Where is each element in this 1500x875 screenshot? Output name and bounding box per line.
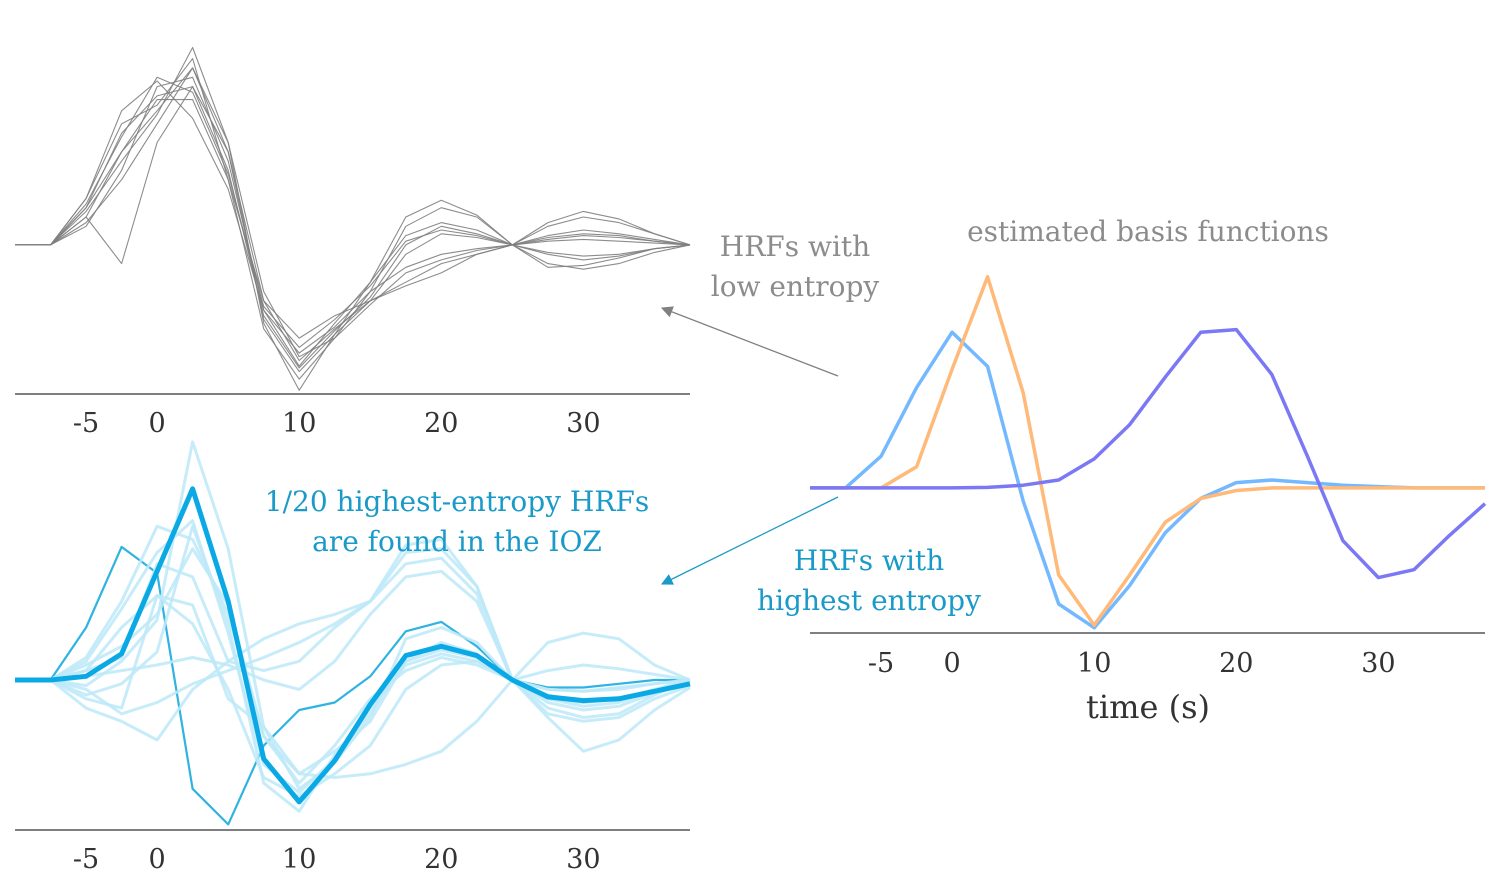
low-tick-label: 0 [149, 408, 166, 439]
basis-series-line-2 [810, 327, 1487, 580]
high-series-line-2 [15, 440, 691, 791]
high-series-line-11 [15, 569, 691, 719]
high-tick-label: 0 [149, 844, 166, 875]
basis-tick-label: 10 [1077, 648, 1111, 679]
high-series-line-0 [15, 486, 691, 805]
highest-entropy-label-line2: highest entropy [757, 584, 981, 617]
basis-functions-panel: -5 0 10 20 30 time (s) [810, 275, 1487, 726]
low-entropy-tick-labels: -5 0 10 20 30 [73, 408, 601, 439]
high-tick-label: 20 [424, 844, 458, 875]
basis-series-line-1 [810, 275, 1485, 627]
highest-entropy-tick-labels: -5 0 10 20 30 [73, 844, 601, 875]
high-tick-label: 30 [566, 844, 600, 875]
low-series-line-3 [15, 76, 691, 367]
highest-entropy-label-line1: HRFs with [794, 544, 944, 577]
basis-tick-label: 0 [944, 648, 961, 679]
low-series-line-7 [15, 86, 691, 369]
low-series-line-6 [15, 46, 691, 391]
ioz-label-line1: 1/20 highest-entropy HRFs [265, 485, 649, 518]
low-series-line-5 [15, 80, 691, 354]
basis-tick-labels: -5 0 10 20 30 [868, 648, 1396, 679]
high-series-line-1 [15, 545, 690, 826]
low-series-line-1 [15, 58, 691, 380]
annotations: HRFs with low entropy estimated basis fu… [265, 215, 1329, 617]
highest-entropy-lines [15, 440, 691, 826]
high-series-line-4 [15, 524, 691, 813]
high-series-line-5 [15, 537, 691, 742]
low-tick-label: 10 [282, 408, 316, 439]
basis-x-axis-label: time (s) [1086, 688, 1210, 726]
basis-tick-label: 30 [1361, 648, 1395, 679]
high-tick-label: -5 [73, 844, 99, 875]
ioz-label-line2: are found in the IOZ [312, 525, 602, 558]
highest-entropy-hrf-panel: -5 0 10 20 30 [15, 440, 691, 875]
low-tick-label: -5 [73, 408, 99, 439]
basis-function-lines [810, 275, 1487, 630]
low-entropy-hrf-panel: -5 0 10 20 30 [15, 46, 691, 439]
basis-tick-label: -5 [868, 648, 894, 679]
low-tick-label: 30 [566, 408, 600, 439]
high-tick-label: 10 [282, 844, 316, 875]
low-tick-label: 20 [424, 408, 458, 439]
low-entropy-label-line2: low entropy [711, 270, 880, 303]
low-entropy-lines [15, 46, 691, 391]
low-entropy-label-line1: HRFs with [720, 230, 870, 263]
low-series-line-2 [15, 67, 691, 373]
arrow-to-low-entropy [660, 306, 839, 377]
basis-title: estimated basis functions [967, 215, 1329, 248]
low-series-line-8 [15, 67, 691, 358]
low-series-line-9 [15, 76, 691, 348]
arrow-to-highest-entropy [660, 496, 839, 585]
high-series-line-9 [15, 594, 691, 798]
basis-tick-label: 20 [1219, 648, 1253, 679]
